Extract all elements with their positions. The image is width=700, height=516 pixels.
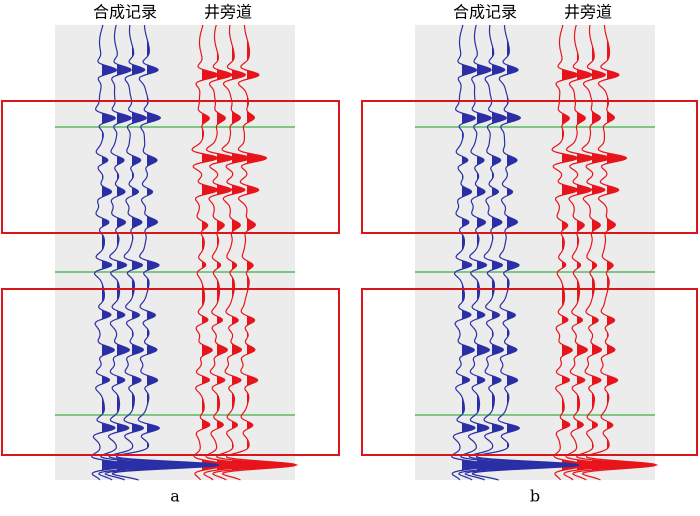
- panel: 合成记录 井旁道 a: [1, 3, 340, 506]
- trace-fill: [117, 25, 161, 480]
- panel-label: b: [530, 487, 540, 506]
- highlight-box: [1, 100, 340, 234]
- trace-fill: [477, 25, 521, 480]
- synthetic-header: 合成记录: [453, 3, 517, 22]
- trace-fill: [492, 25, 551, 480]
- trace-fill: [507, 25, 580, 480]
- trace-fill: [102, 25, 131, 480]
- panel-background: [415, 25, 655, 480]
- panel-label: a: [170, 487, 180, 506]
- trace-header: 井旁道: [204, 3, 252, 22]
- trace-header: 井旁道: [564, 3, 612, 22]
- trace-fill: [132, 25, 191, 480]
- panel-background: [55, 25, 295, 480]
- trace-fill: [147, 25, 220, 480]
- highlight-box: [1, 288, 340, 456]
- synthetic-header: 合成记录: [93, 3, 157, 22]
- highlight-box: [361, 288, 698, 456]
- trace-fill: [462, 25, 491, 480]
- highlight-box: [361, 100, 698, 234]
- panel: 合成记录 井旁道 b: [361, 3, 698, 506]
